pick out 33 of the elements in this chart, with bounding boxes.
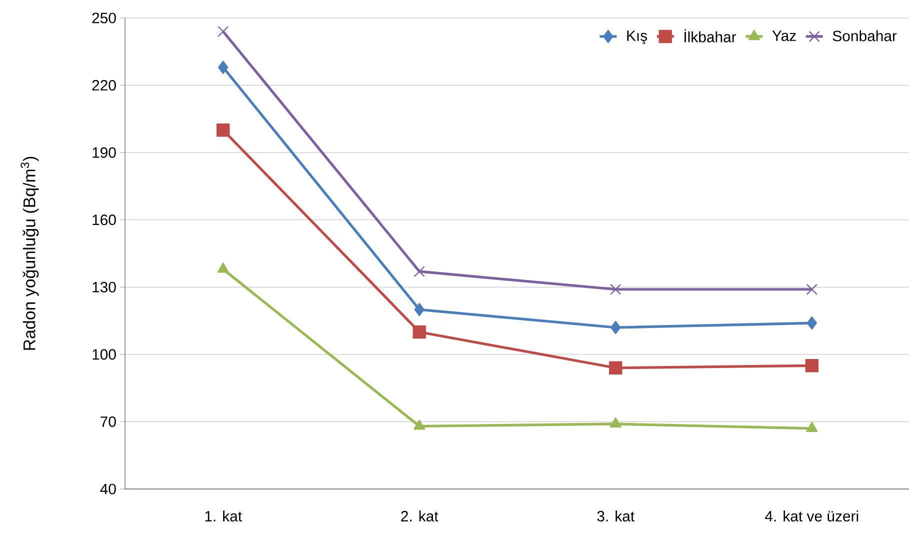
x-tick-label: 4. kat ve üzeri bbox=[765, 510, 858, 522]
y-tick-label: 250 bbox=[92, 12, 116, 24]
point bbox=[806, 284, 818, 295]
point bbox=[218, 60, 228, 74]
point bbox=[610, 417, 622, 428]
point bbox=[414, 420, 426, 430]
legend-label: Kış bbox=[627, 30, 648, 44]
y-tick-label: 70 bbox=[100, 416, 116, 427]
x-tick-label: 1. kat bbox=[205, 510, 242, 522]
x-tick-label: 3. kat bbox=[597, 510, 634, 522]
y-tick-label: 190 bbox=[92, 147, 116, 158]
y-tick-label: 160 bbox=[92, 214, 116, 226]
point bbox=[610, 284, 622, 295]
x-tick-label: 2. kat bbox=[401, 510, 438, 522]
point bbox=[609, 361, 622, 374]
y-tick-label: 40 bbox=[100, 484, 116, 494]
legend-label: İlkbahar bbox=[684, 29, 736, 42]
point bbox=[414, 266, 425, 277]
point bbox=[610, 320, 621, 334]
y-tick-label: 130 bbox=[92, 282, 116, 292]
point bbox=[414, 302, 424, 316]
point bbox=[218, 26, 229, 37]
point bbox=[217, 262, 229, 273]
legend-label: Yaz bbox=[772, 30, 796, 42]
y-tick-label: 220 bbox=[92, 80, 116, 91]
legend-label: Sonbahar bbox=[832, 30, 897, 42]
y-axis-title: Radon yoğunluğu (Bq/m$^{3}$) bbox=[20, 156, 39, 350]
point bbox=[805, 359, 818, 372]
point bbox=[216, 124, 230, 137]
point bbox=[806, 422, 818, 432]
point bbox=[412, 325, 426, 339]
y-tick-label: 100 bbox=[92, 349, 116, 360]
point bbox=[806, 316, 817, 330]
